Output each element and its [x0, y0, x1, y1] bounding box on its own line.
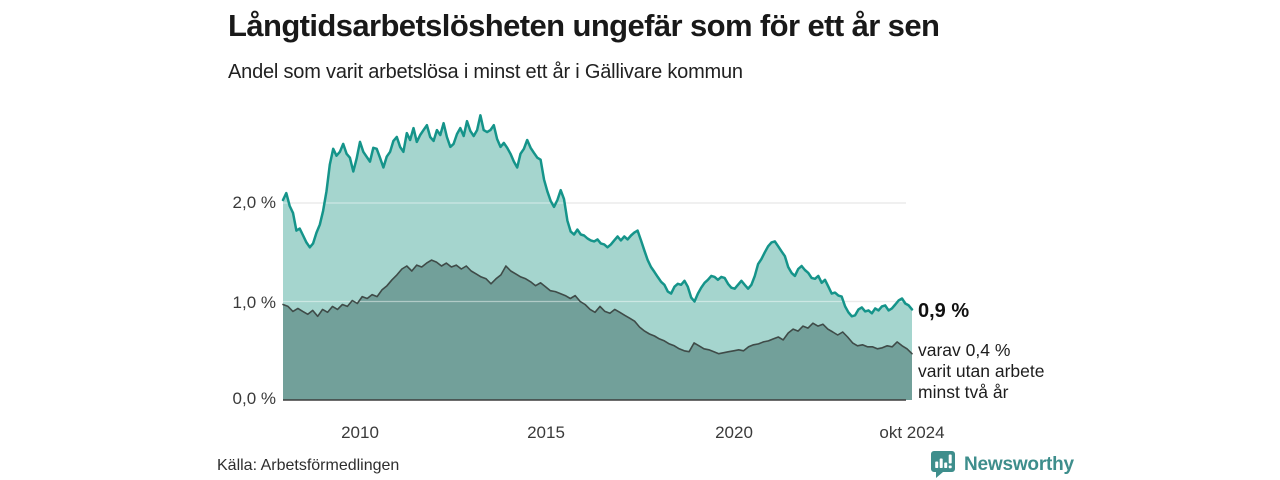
series-line-1 [282, 259, 913, 355]
end-value-label: 0,9 % [918, 300, 970, 322]
end-detail-line-1: varav 0,4 % [918, 340, 1011, 360]
x-axis-tick-2010: 2010 [341, 423, 379, 442]
series-area-1 [283, 260, 912, 400]
chart-title: Långtidsarbetslösheten ungefär som för e… [228, 8, 940, 43]
source-note: Källa: Arbetsförmedlingen [217, 457, 400, 474]
newsworthy-wordmark: Newsworthy [964, 453, 1074, 475]
newsworthy-branding: Newsworthy [930, 450, 1074, 479]
y-axis-tick-1.0: 1,0 % [232, 293, 276, 312]
y-axis-tick-2.0: 2,0 % [232, 193, 276, 212]
x-axis-tick-2015: 2015 [527, 423, 565, 442]
end-detail-line-2: varit utan arbete [918, 361, 1045, 381]
series-line-0 [281, 114, 914, 318]
end-detail-label: varav 0,4 % varit utan arbete minst två … [918, 340, 1044, 403]
y-axis-tick-0.0: 0,0 % [232, 389, 276, 408]
newsworthy-logo-icon [931, 451, 955, 478]
chart-subtitle: Andel som varit arbetslösa i minst ett å… [228, 61, 743, 83]
x-axis-tick-2020: 2020 [715, 423, 753, 442]
x-axis-tick-okt-2024: okt 2024 [879, 423, 945, 442]
end-detail-line-3: minst två år [918, 382, 1009, 402]
